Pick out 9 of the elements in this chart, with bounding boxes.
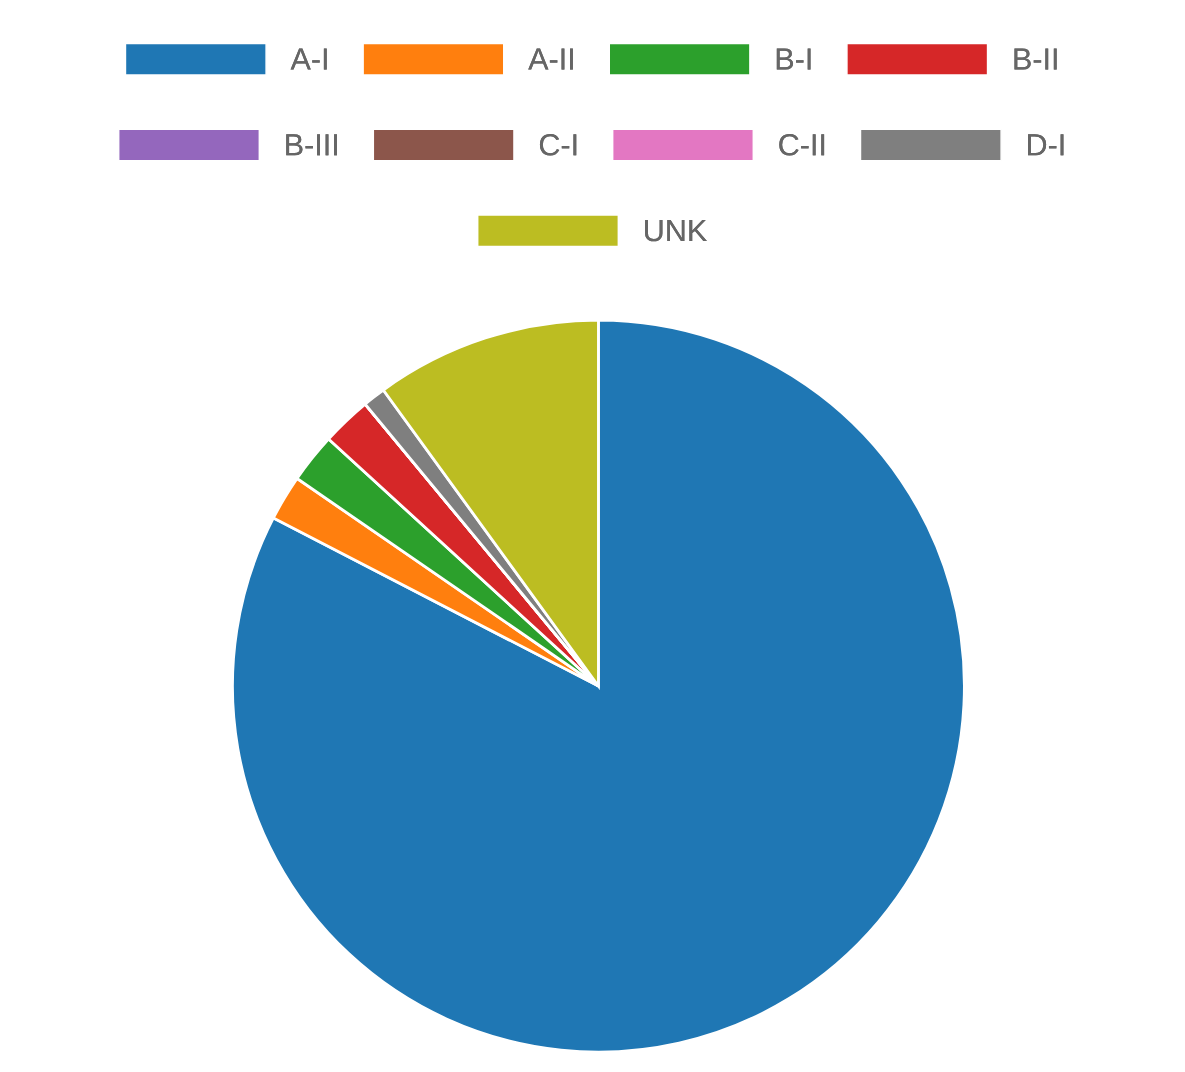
legend-label: C-II — [779, 133, 825, 156]
legend-label: A-II — [528, 48, 573, 70]
legend-label: B-III — [286, 134, 337, 156]
legend-label: C-I — [539, 133, 577, 156]
legend-label: A-I — [290, 48, 327, 70]
legend-label: D-I — [1028, 134, 1064, 156]
legend-label: UNK — [645, 220, 707, 242]
legend-label: B-II — [1014, 48, 1057, 70]
legend-label: B-I — [776, 48, 811, 70]
